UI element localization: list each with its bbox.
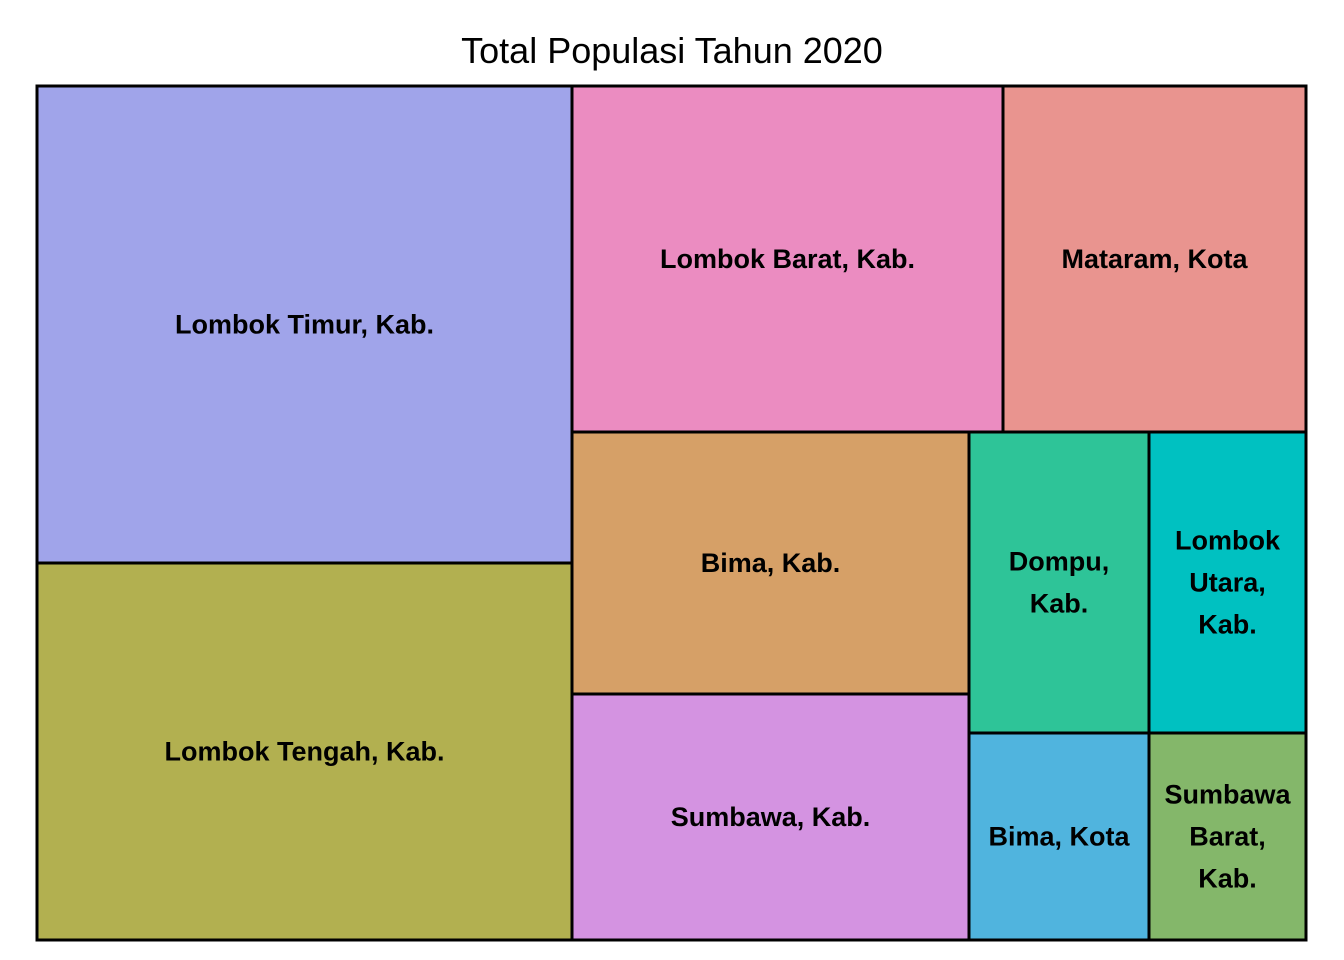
tile-bima-kota bbox=[967, 731, 1151, 942]
tile-label-mataram-kota: Mataram, Kota bbox=[1061, 244, 1248, 274]
chart-title: Total Populasi Tahun 2020 bbox=[461, 30, 883, 71]
tile-dompu-kab bbox=[967, 430, 1151, 735]
treemap-labels: Lombok Timur, Kab. Lombok Tengah, Kab. Lom… bbox=[164, 244, 1291, 894]
tile-label-lombok-utara-kab: Lombok Utara, Kab. bbox=[1175, 526, 1281, 640]
tile-label-sumbawa-kab: Sumbawa, Kab. bbox=[671, 802, 871, 832]
tile-lombok-timur-kab bbox=[35, 84, 574, 565]
tile-label-lombok-tengah-kab: Lombok Tengah, Kab. bbox=[164, 737, 444, 767]
tile-sumbawa-barat-kab bbox=[1147, 731, 1308, 942]
tile-sumbawa-kab bbox=[570, 692, 971, 942]
tile-label-lombok-timur-kab: Lombok Timur, Kab. bbox=[175, 310, 434, 340]
tile-label-bima-kota: Bima, Kota bbox=[988, 822, 1130, 852]
tile-label-bima-kab: Bima, Kab. bbox=[701, 548, 841, 578]
tile-lombok-utara-kab bbox=[1147, 430, 1308, 735]
tile-lombok-tengah-kab bbox=[35, 561, 574, 942]
treemap-tiles bbox=[35, 84, 1308, 942]
tile-label-lombok-barat-kab: Lombok Barat, Kab. bbox=[660, 244, 915, 274]
tile-mataram-kota bbox=[1001, 84, 1308, 434]
tile-label-dompu-kab: Dompu, Kab. bbox=[1009, 547, 1110, 619]
tile-lombok-barat-kab bbox=[570, 84, 1005, 434]
tile-label-sumbawa-barat-kab: Sumbawa Barat, Kab. bbox=[1164, 780, 1291, 894]
